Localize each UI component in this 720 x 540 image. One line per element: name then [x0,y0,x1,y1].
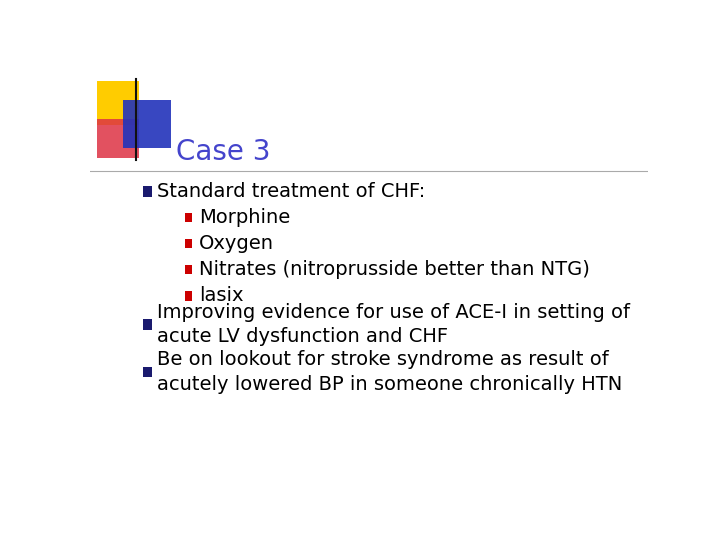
Bar [185,239,192,248]
Bar [185,213,192,222]
Bar [185,265,192,274]
Bar [143,367,152,377]
Bar [96,119,138,158]
Text: Nitrates (nitroprusside better than NTG): Nitrates (nitroprusside better than NTG) [199,260,590,279]
Text: lasix: lasix [199,287,243,306]
Bar [124,100,171,148]
Text: Morphine: Morphine [199,208,290,227]
Bar [143,319,152,329]
Text: Standard treatment of CHF:: Standard treatment of CHF: [157,182,426,201]
Bar [96,82,138,125]
Bar [143,186,152,197]
Text: Improving evidence for use of ACE-I in setting of
acute LV dysfunction and CHF: Improving evidence for use of ACE-I in s… [157,302,630,346]
Text: Oxygen: Oxygen [199,234,274,253]
Text: Be on lookout for stroke syndrome as result of
acutely lowered BP in someone chr: Be on lookout for stroke syndrome as res… [157,350,622,394]
Bar [185,292,192,301]
Text: Case 3: Case 3 [176,138,271,166]
